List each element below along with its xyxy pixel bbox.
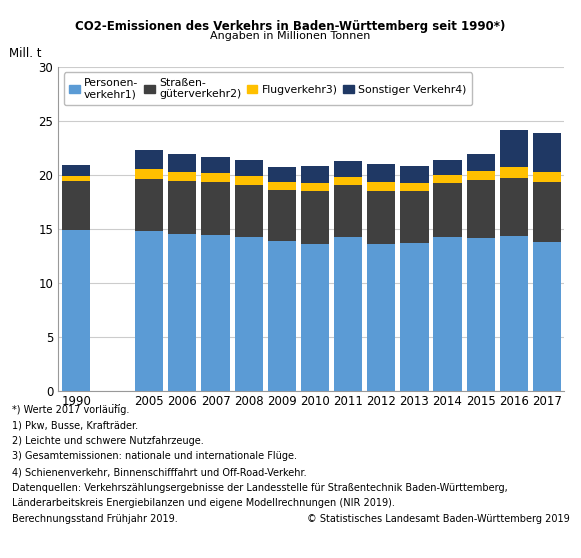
Text: Angaben in Millionen Tonnen: Angaben in Millionen Tonnen (210, 31, 371, 41)
Bar (467, 171, 495, 180)
Bar (334, 185, 362, 237)
Bar (467, 155, 495, 171)
Bar (62, 181, 91, 230)
Bar (533, 172, 561, 182)
Bar (367, 191, 395, 244)
Bar (235, 237, 263, 391)
Bar (334, 237, 362, 391)
Bar (467, 238, 495, 391)
Bar (135, 150, 163, 170)
Bar (367, 182, 395, 191)
Bar (235, 160, 263, 176)
Bar (268, 240, 296, 391)
Text: 1) Pkw, Busse, Krafträder.: 1) Pkw, Busse, Krafträder. (12, 420, 138, 430)
Bar (135, 231, 163, 391)
Bar (135, 179, 163, 231)
Bar (235, 176, 263, 185)
Bar (334, 161, 362, 177)
Bar (400, 166, 429, 184)
Bar (135, 170, 163, 179)
Text: Berechnungsstand Frühjahr 2019.: Berechnungsstand Frühjahr 2019. (12, 514, 177, 524)
Text: Länderarbeitskreis Energiebilanzen und eigene Modellrechnungen (NIR 2019).: Länderarbeitskreis Energiebilanzen und e… (12, 498, 394, 508)
Bar (467, 180, 495, 238)
Bar (202, 182, 229, 235)
Bar (433, 175, 462, 184)
Bar (500, 129, 528, 167)
Bar (500, 178, 528, 237)
Text: 4) Schienenverkehr, Binnenschifffahrt und Off-Road-Verkehr.: 4) Schienenverkehr, Binnenschifffahrt un… (12, 467, 306, 477)
Bar (500, 167, 528, 178)
Bar (62, 176, 91, 181)
Text: *) Werte 2017 vorläufig.: *) Werte 2017 vorläufig. (12, 405, 129, 415)
Bar (367, 164, 395, 182)
Bar (301, 184, 329, 191)
Bar (334, 177, 362, 185)
Bar (168, 172, 196, 181)
Bar (533, 242, 561, 391)
Bar (168, 181, 196, 234)
Bar (400, 243, 429, 391)
Bar (367, 244, 395, 391)
Bar (433, 184, 462, 237)
Bar (268, 190, 296, 240)
Bar (202, 235, 229, 391)
Bar (400, 191, 429, 243)
Bar (301, 166, 329, 184)
Bar (433, 160, 462, 175)
Bar (533, 182, 561, 242)
Bar (168, 155, 196, 172)
Bar (433, 237, 462, 391)
Bar (168, 234, 196, 391)
Bar (268, 167, 296, 182)
Bar (62, 165, 91, 176)
Bar (202, 156, 229, 172)
Text: 3) Gesamtemissionen: nationale und internationale Flüge.: 3) Gesamtemissionen: nationale und inter… (12, 451, 297, 461)
Bar (235, 185, 263, 237)
Bar (500, 237, 528, 391)
Bar (62, 230, 91, 391)
Legend: Personen-
verkehr1), Straßen-
güterverkehr2), Flugverkehr3), Sonstiger Verkehr4): Personen- verkehr1), Straßen- güterverke… (63, 73, 472, 105)
Bar (533, 133, 561, 172)
Bar (400, 184, 429, 191)
Text: © Statistisches Landesamt Baden-Württemberg 2019: © Statistisches Landesamt Baden-Württemb… (307, 514, 569, 524)
Bar (202, 172, 229, 182)
Text: Datenquellen: Verkehrszählungsergebnisse der Landesstelle für Straßentechnik Bad: Datenquellen: Verkehrszählungsergebnisse… (12, 483, 507, 493)
Y-axis label: Mill. t: Mill. t (9, 47, 41, 60)
Text: CO2-Emissionen des Verkehrs in Baden-Württemberg seit 1990*): CO2-Emissionen des Verkehrs in Baden-Wür… (76, 20, 505, 32)
Bar (301, 191, 329, 244)
Text: 2) Leichte und schwere Nutzfahrzeuge.: 2) Leichte und schwere Nutzfahrzeuge. (12, 436, 203, 446)
Bar (301, 244, 329, 391)
Bar (268, 182, 296, 190)
